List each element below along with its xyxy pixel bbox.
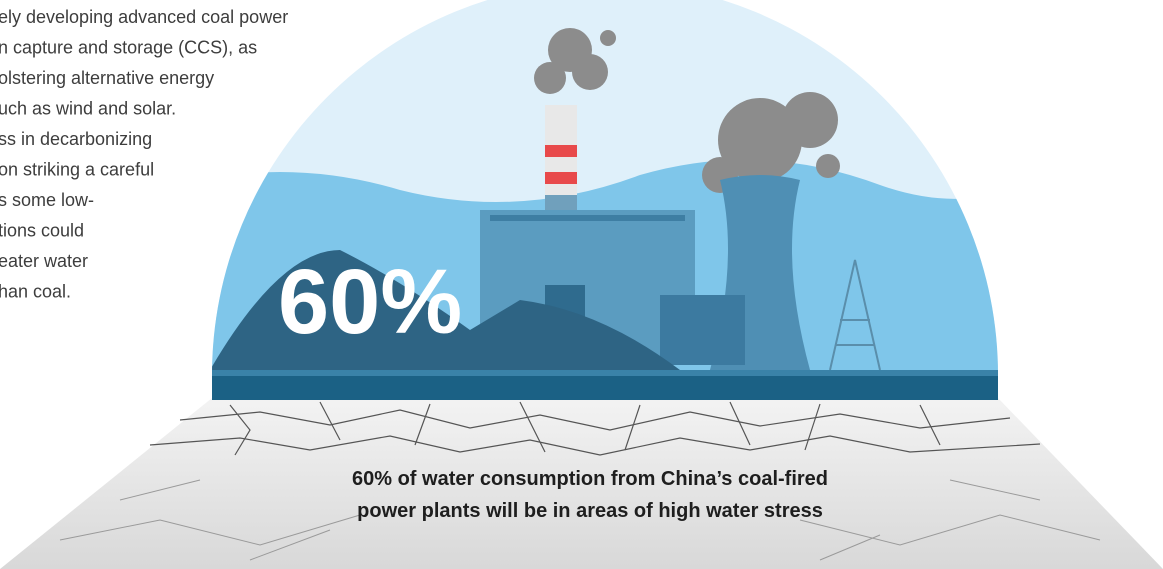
body-line: eater water <box>0 251 88 271</box>
caption-line: 60% of water consumption from China’s co… <box>352 468 828 490</box>
cracks <box>59 401 1101 561</box>
body-line: uch as wind and solar. <box>0 99 176 119</box>
body-line: on striking a careful <box>0 160 154 180</box>
body-line: ely developing advanced coal power <box>0 7 288 27</box>
base-edge <box>212 370 998 376</box>
body-text: ely developing advanced coal power n capt… <box>0 7 288 302</box>
caption-line: power plants will be in areas of high wa… <box>357 500 823 522</box>
body-line: olstering alternative energy <box>0 68 214 88</box>
headline: 60% <box>278 251 462 353</box>
body-line: tions could <box>0 221 84 241</box>
body-line: s some low- <box>0 190 94 210</box>
body-line: ss in decarbonizing <box>0 129 152 149</box>
body-line: n capture and storage (CCS), as <box>0 38 257 58</box>
ground <box>0 398 1163 569</box>
body-line: han coal. <box>0 282 71 302</box>
